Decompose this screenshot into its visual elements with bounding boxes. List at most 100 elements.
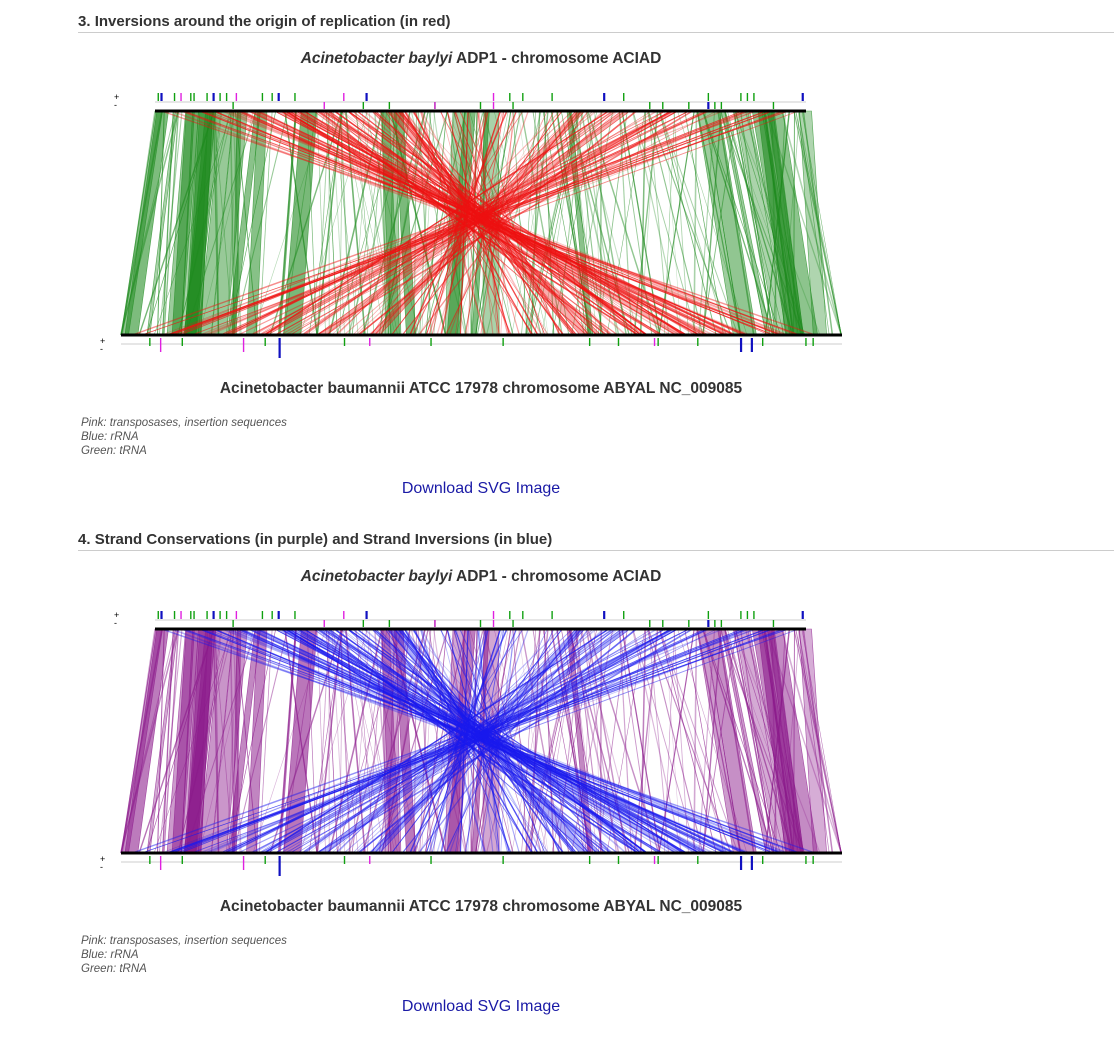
inversion-link — [420, 628, 543, 854]
conserved-link — [532, 110, 570, 336]
conserved-link — [747, 110, 787, 336]
inversion-link — [248, 628, 734, 854]
conserved-link — [520, 110, 563, 336]
strand-label: - — [114, 618, 117, 628]
conserved-link — [719, 110, 804, 336]
conserved-link — [701, 628, 774, 854]
conserved-link — [511, 628, 554, 854]
inversion-link — [316, 628, 693, 854]
conserved-link — [702, 110, 722, 336]
inversion-link — [296, 110, 652, 336]
synteny-links — [120, 628, 843, 854]
conserved-link — [493, 628, 548, 854]
inversion-link — [303, 628, 704, 854]
section-divider — [78, 550, 1114, 551]
conserved-link — [525, 110, 579, 336]
conserved-link — [284, 628, 318, 854]
conserved-link — [747, 628, 787, 854]
conserved-link — [339, 628, 343, 854]
conserved-link — [798, 110, 830, 336]
conserved-link — [336, 628, 402, 854]
conserved-link — [640, 628, 647, 854]
conserved-link — [530, 628, 541, 854]
conserved-link — [252, 628, 326, 854]
conserved-link — [618, 110, 633, 336]
bottom-genome-title: Acinetobacter baumannii ATCC 17978 chrom… — [219, 380, 743, 397]
inversion-link — [440, 110, 500, 336]
conserved-link — [339, 110, 351, 336]
conserved-link — [163, 628, 180, 854]
conserved-link — [781, 110, 801, 336]
inversion-link — [459, 110, 469, 336]
inversion-link — [274, 628, 678, 854]
inversion-link — [280, 110, 663, 336]
conserved-link — [520, 628, 563, 854]
conserved-link — [693, 628, 698, 854]
conserved-link — [696, 628, 741, 854]
download-svg-link[interactable]: Download SVG Image — [401, 480, 561, 497]
inversion-link — [228, 628, 674, 854]
conserved-link — [631, 628, 683, 854]
conserved-link — [727, 110, 785, 336]
synteny-plot: +-+- — [100, 92, 843, 358]
conserved-link — [618, 628, 633, 854]
conserved-link — [212, 628, 220, 854]
conserved-link — [740, 628, 773, 854]
conserved-link — [581, 628, 618, 854]
legend-green: Green: tRNA — [81, 445, 147, 457]
synteny-links — [120, 110, 843, 336]
inversion-link — [303, 110, 704, 336]
conserved-link — [279, 628, 297, 854]
strand-label: + — [100, 854, 105, 864]
conserved-link — [158, 628, 183, 854]
conserved-link — [153, 110, 233, 336]
conserved-link — [387, 628, 396, 854]
section-title: 3. Inversions around the origin of repli… — [78, 13, 451, 30]
section-4: 4. Strand Conservations (in purple) and … — [0, 518, 1114, 1037]
inversion-link — [287, 110, 709, 336]
conserved-link — [525, 628, 549, 854]
conserved-link — [798, 628, 830, 854]
conserved-link — [543, 628, 555, 854]
legend-blue: Blue: rRNA — [81, 949, 139, 961]
inversion-link — [459, 628, 469, 854]
conserved-link — [725, 628, 806, 854]
conserved-link — [228, 628, 277, 854]
conserved-link — [693, 110, 698, 336]
inversion-link — [464, 110, 505, 336]
conserved-link — [279, 110, 297, 336]
conserved-link — [772, 110, 801, 336]
conserved-link — [177, 628, 234, 854]
inversion-link — [263, 110, 674, 336]
conserved-link — [801, 110, 842, 336]
conserved-link — [235, 628, 258, 854]
conserved-link — [344, 628, 396, 854]
conserved-link — [215, 110, 220, 336]
conserved-link — [483, 628, 542, 854]
conserved-link — [734, 110, 821, 336]
conserved-link — [532, 628, 570, 854]
conserved-link — [258, 628, 273, 854]
conserved-link — [156, 628, 165, 854]
conserved-link — [120, 110, 163, 336]
conserved-link — [213, 628, 234, 854]
conserved-link — [215, 628, 220, 854]
strand-label: + — [100, 336, 105, 346]
inversion-link — [287, 110, 595, 336]
conserved-link — [732, 628, 775, 854]
conserved-link — [339, 110, 343, 336]
conserved-link — [801, 628, 842, 854]
inversion-link — [213, 628, 748, 854]
conserved-link — [380, 110, 449, 336]
conserved-link — [283, 110, 317, 336]
inversion-link — [280, 628, 663, 854]
conserved-link — [387, 110, 396, 336]
inversion-link — [228, 110, 674, 336]
download-svg-link[interactable]: Download SVG Image — [401, 998, 561, 1015]
strand-label: - — [114, 100, 117, 110]
inversion-link — [336, 628, 561, 854]
conserved-link — [354, 628, 398, 854]
conserved-link — [542, 628, 585, 854]
conserved-link — [512, 110, 528, 336]
conserved-link — [727, 628, 785, 854]
